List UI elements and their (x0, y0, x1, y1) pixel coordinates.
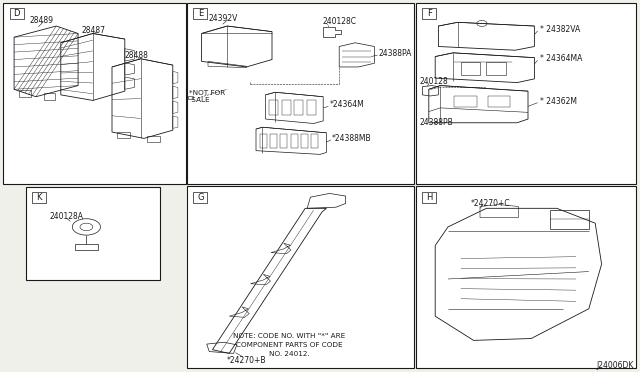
Bar (147, 136, 160, 142)
Bar (193, 8, 207, 19)
Bar (32, 192, 46, 203)
Text: *24270+C: *24270+C (470, 199, 510, 208)
Text: * 24364MA: * 24364MA (540, 54, 582, 63)
Text: 24392V: 24392V (209, 14, 238, 23)
Bar (307, 100, 316, 115)
Bar (416, 186, 636, 368)
Text: J24006DK: J24006DK (596, 361, 634, 370)
Text: * 24362M: * 24362M (540, 97, 577, 106)
Bar (301, 134, 308, 148)
Text: *24388MB: *24388MB (332, 134, 372, 143)
Bar (3, 3, 186, 184)
Text: *24364M: *24364M (330, 100, 364, 109)
Bar (550, 210, 589, 229)
Text: 24388PA: 24388PA (379, 49, 412, 58)
Bar (188, 96, 193, 99)
Bar (486, 62, 506, 75)
Bar (291, 134, 298, 148)
Bar (416, 3, 636, 184)
Bar (294, 100, 303, 115)
Bar (282, 100, 291, 115)
Bar (187, 3, 414, 184)
Bar (311, 134, 318, 148)
Bar (461, 62, 480, 75)
Text: *NOT FOR
 SALE: *NOT FOR SALE (189, 90, 225, 103)
Bar (26, 187, 160, 280)
Text: F: F (427, 9, 432, 18)
Bar (10, 8, 24, 19)
Text: H: H (426, 193, 433, 202)
Bar (280, 134, 287, 148)
Bar (193, 192, 207, 203)
Text: G: G (197, 193, 204, 202)
Text: 28487: 28487 (82, 26, 106, 35)
Bar (422, 8, 436, 19)
Bar (269, 100, 278, 115)
Bar (44, 93, 55, 100)
Text: 28489: 28489 (29, 16, 54, 25)
Bar (260, 134, 267, 148)
Text: 240128: 240128 (419, 77, 448, 86)
Text: *24270+B: *24270+B (227, 356, 267, 365)
Bar (187, 186, 414, 368)
Bar (117, 132, 130, 138)
Text: E: E (198, 9, 203, 18)
Text: 240128A: 240128A (49, 212, 83, 221)
Text: * 24382VA: * 24382VA (540, 25, 580, 34)
Bar (19, 90, 31, 97)
Text: 28488: 28488 (125, 51, 148, 60)
Text: 240128C: 240128C (323, 17, 356, 26)
Text: NOTE: CODE NO. WITH "*" ARE
COMPONENT PARTS OF CODE
NO. 24012.: NOTE: CODE NO. WITH "*" ARE COMPONENT PA… (233, 333, 346, 357)
Bar (270, 134, 277, 148)
Text: D: D (13, 9, 20, 18)
Text: K: K (36, 193, 42, 202)
Bar (454, 96, 477, 107)
Text: 24388PB: 24388PB (419, 118, 453, 126)
Bar (422, 192, 436, 203)
Bar (488, 96, 510, 107)
